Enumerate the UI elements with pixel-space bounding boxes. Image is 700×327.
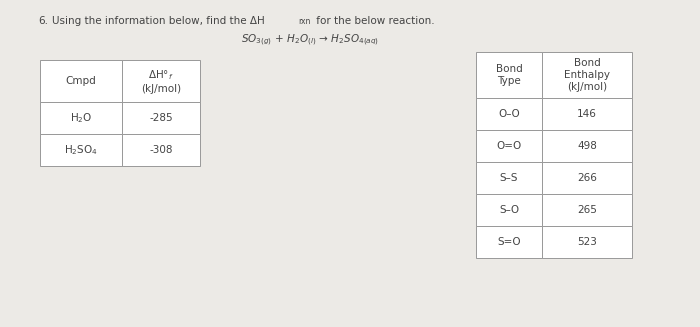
Text: O=O: O=O <box>496 141 522 151</box>
Text: Bond
Type: Bond Type <box>496 64 522 86</box>
Text: S=O: S=O <box>497 237 521 247</box>
Bar <box>122 102 200 134</box>
Bar <box>542 52 632 98</box>
Text: 146: 146 <box>577 109 597 119</box>
Bar <box>40 102 122 134</box>
Text: for the below reaction.: for the below reaction. <box>313 16 435 26</box>
Bar <box>542 98 632 130</box>
Text: H$_2$SO$_4$: H$_2$SO$_4$ <box>64 143 98 157</box>
Text: ΔH°$_f$
(kJ/mol): ΔH°$_f$ (kJ/mol) <box>141 68 181 94</box>
Text: 265: 265 <box>577 205 597 215</box>
Text: Using the information below, find the ΔH: Using the information below, find the ΔH <box>52 16 265 26</box>
Bar <box>476 226 542 258</box>
Bar <box>476 52 542 98</box>
Text: rxn: rxn <box>298 18 310 26</box>
Text: -285: -285 <box>149 113 173 123</box>
Text: 498: 498 <box>577 141 597 151</box>
Bar <box>122 60 200 102</box>
Text: -308: -308 <box>149 145 173 155</box>
Text: Bond
Enthalpy
(kJ/mol): Bond Enthalpy (kJ/mol) <box>564 59 610 92</box>
Bar <box>542 226 632 258</box>
Text: S–S: S–S <box>500 173 518 183</box>
Bar <box>40 134 122 166</box>
Text: O–O: O–O <box>498 109 520 119</box>
Text: SO$_{3(g)}$ + H$_2$O$_{(l)}$ → H$_2$SO$_{4(aq)}$: SO$_{3(g)}$ + H$_2$O$_{(l)}$ → H$_2$SO$_… <box>241 33 379 48</box>
Bar <box>542 194 632 226</box>
Text: Cmpd: Cmpd <box>66 76 97 86</box>
Bar <box>40 60 122 102</box>
Bar <box>542 130 632 162</box>
Text: H$_2$O: H$_2$O <box>70 111 92 125</box>
Text: 523: 523 <box>577 237 597 247</box>
Bar <box>122 134 200 166</box>
Text: S–O: S–O <box>499 205 519 215</box>
Text: 266: 266 <box>577 173 597 183</box>
Text: 6.: 6. <box>38 16 48 26</box>
Bar <box>476 130 542 162</box>
Bar <box>476 98 542 130</box>
Bar <box>476 194 542 226</box>
Bar <box>542 162 632 194</box>
Bar <box>476 162 542 194</box>
